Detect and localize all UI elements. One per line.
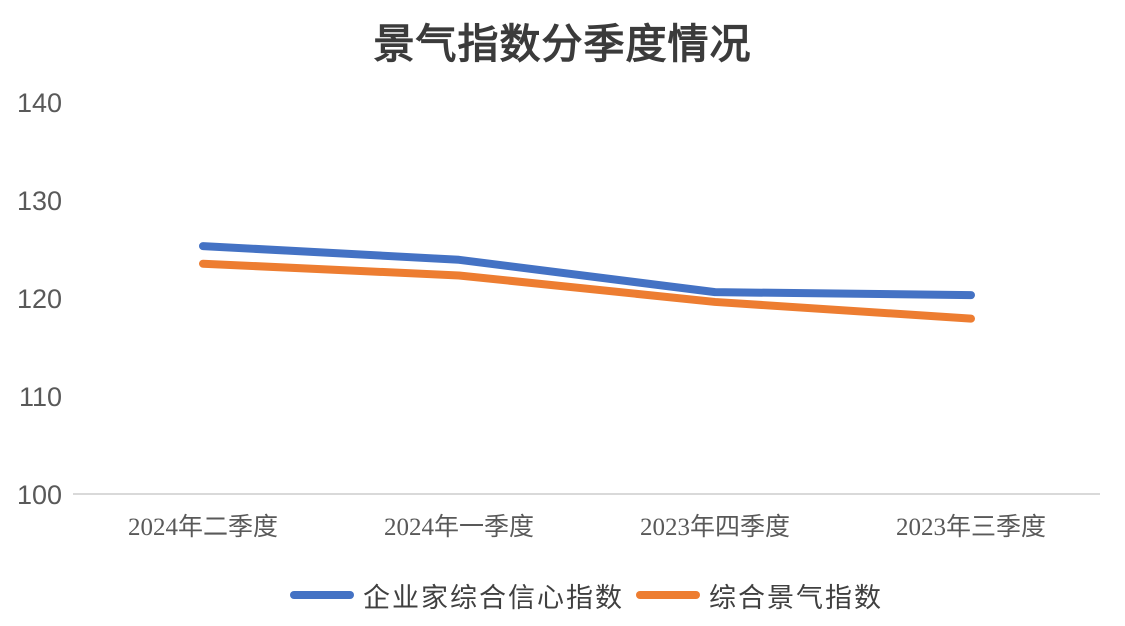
x-axis-label-2023q3: 2023年三季度 (895, 514, 1046, 541)
y-axis-tick-140: 140 (16, 88, 62, 118)
y-axis-tick-100: 100 (16, 480, 62, 510)
legend-label: 企业家综合信心指数 (363, 582, 624, 613)
series-line-entrepreneur-confidence-index (199, 242, 975, 300)
y-axis-tick-130: 130 (16, 186, 62, 216)
legend-label: 综合景气指数 (709, 582, 883, 613)
chart-title: 景气指数分季度情况 (373, 21, 752, 67)
x-axis-label-2024q2: 2024年二季度 (127, 514, 278, 541)
series-line-composite-prosperity-index (199, 259, 975, 323)
x-axis-label-2024q1: 2024年一季度 (383, 514, 534, 541)
y-axis-tick-120: 120 (16, 284, 62, 314)
x-axis-label-2023q4: 2023年四季度 (639, 514, 790, 541)
chart-legend: 企业家综合信心指数 综合景气指数 (73, 576, 1100, 615)
legend-item-entrepreneur-confidence-index: 企业家综合信心指数 (290, 576, 624, 615)
legend-swatch-orange-line (636, 591, 700, 599)
legend-item-composite-prosperity-index: 综合景气指数 (636, 576, 883, 615)
legend-swatch-blue-line (290, 591, 354, 599)
y-axis-tick-110: 110 (18, 382, 62, 412)
